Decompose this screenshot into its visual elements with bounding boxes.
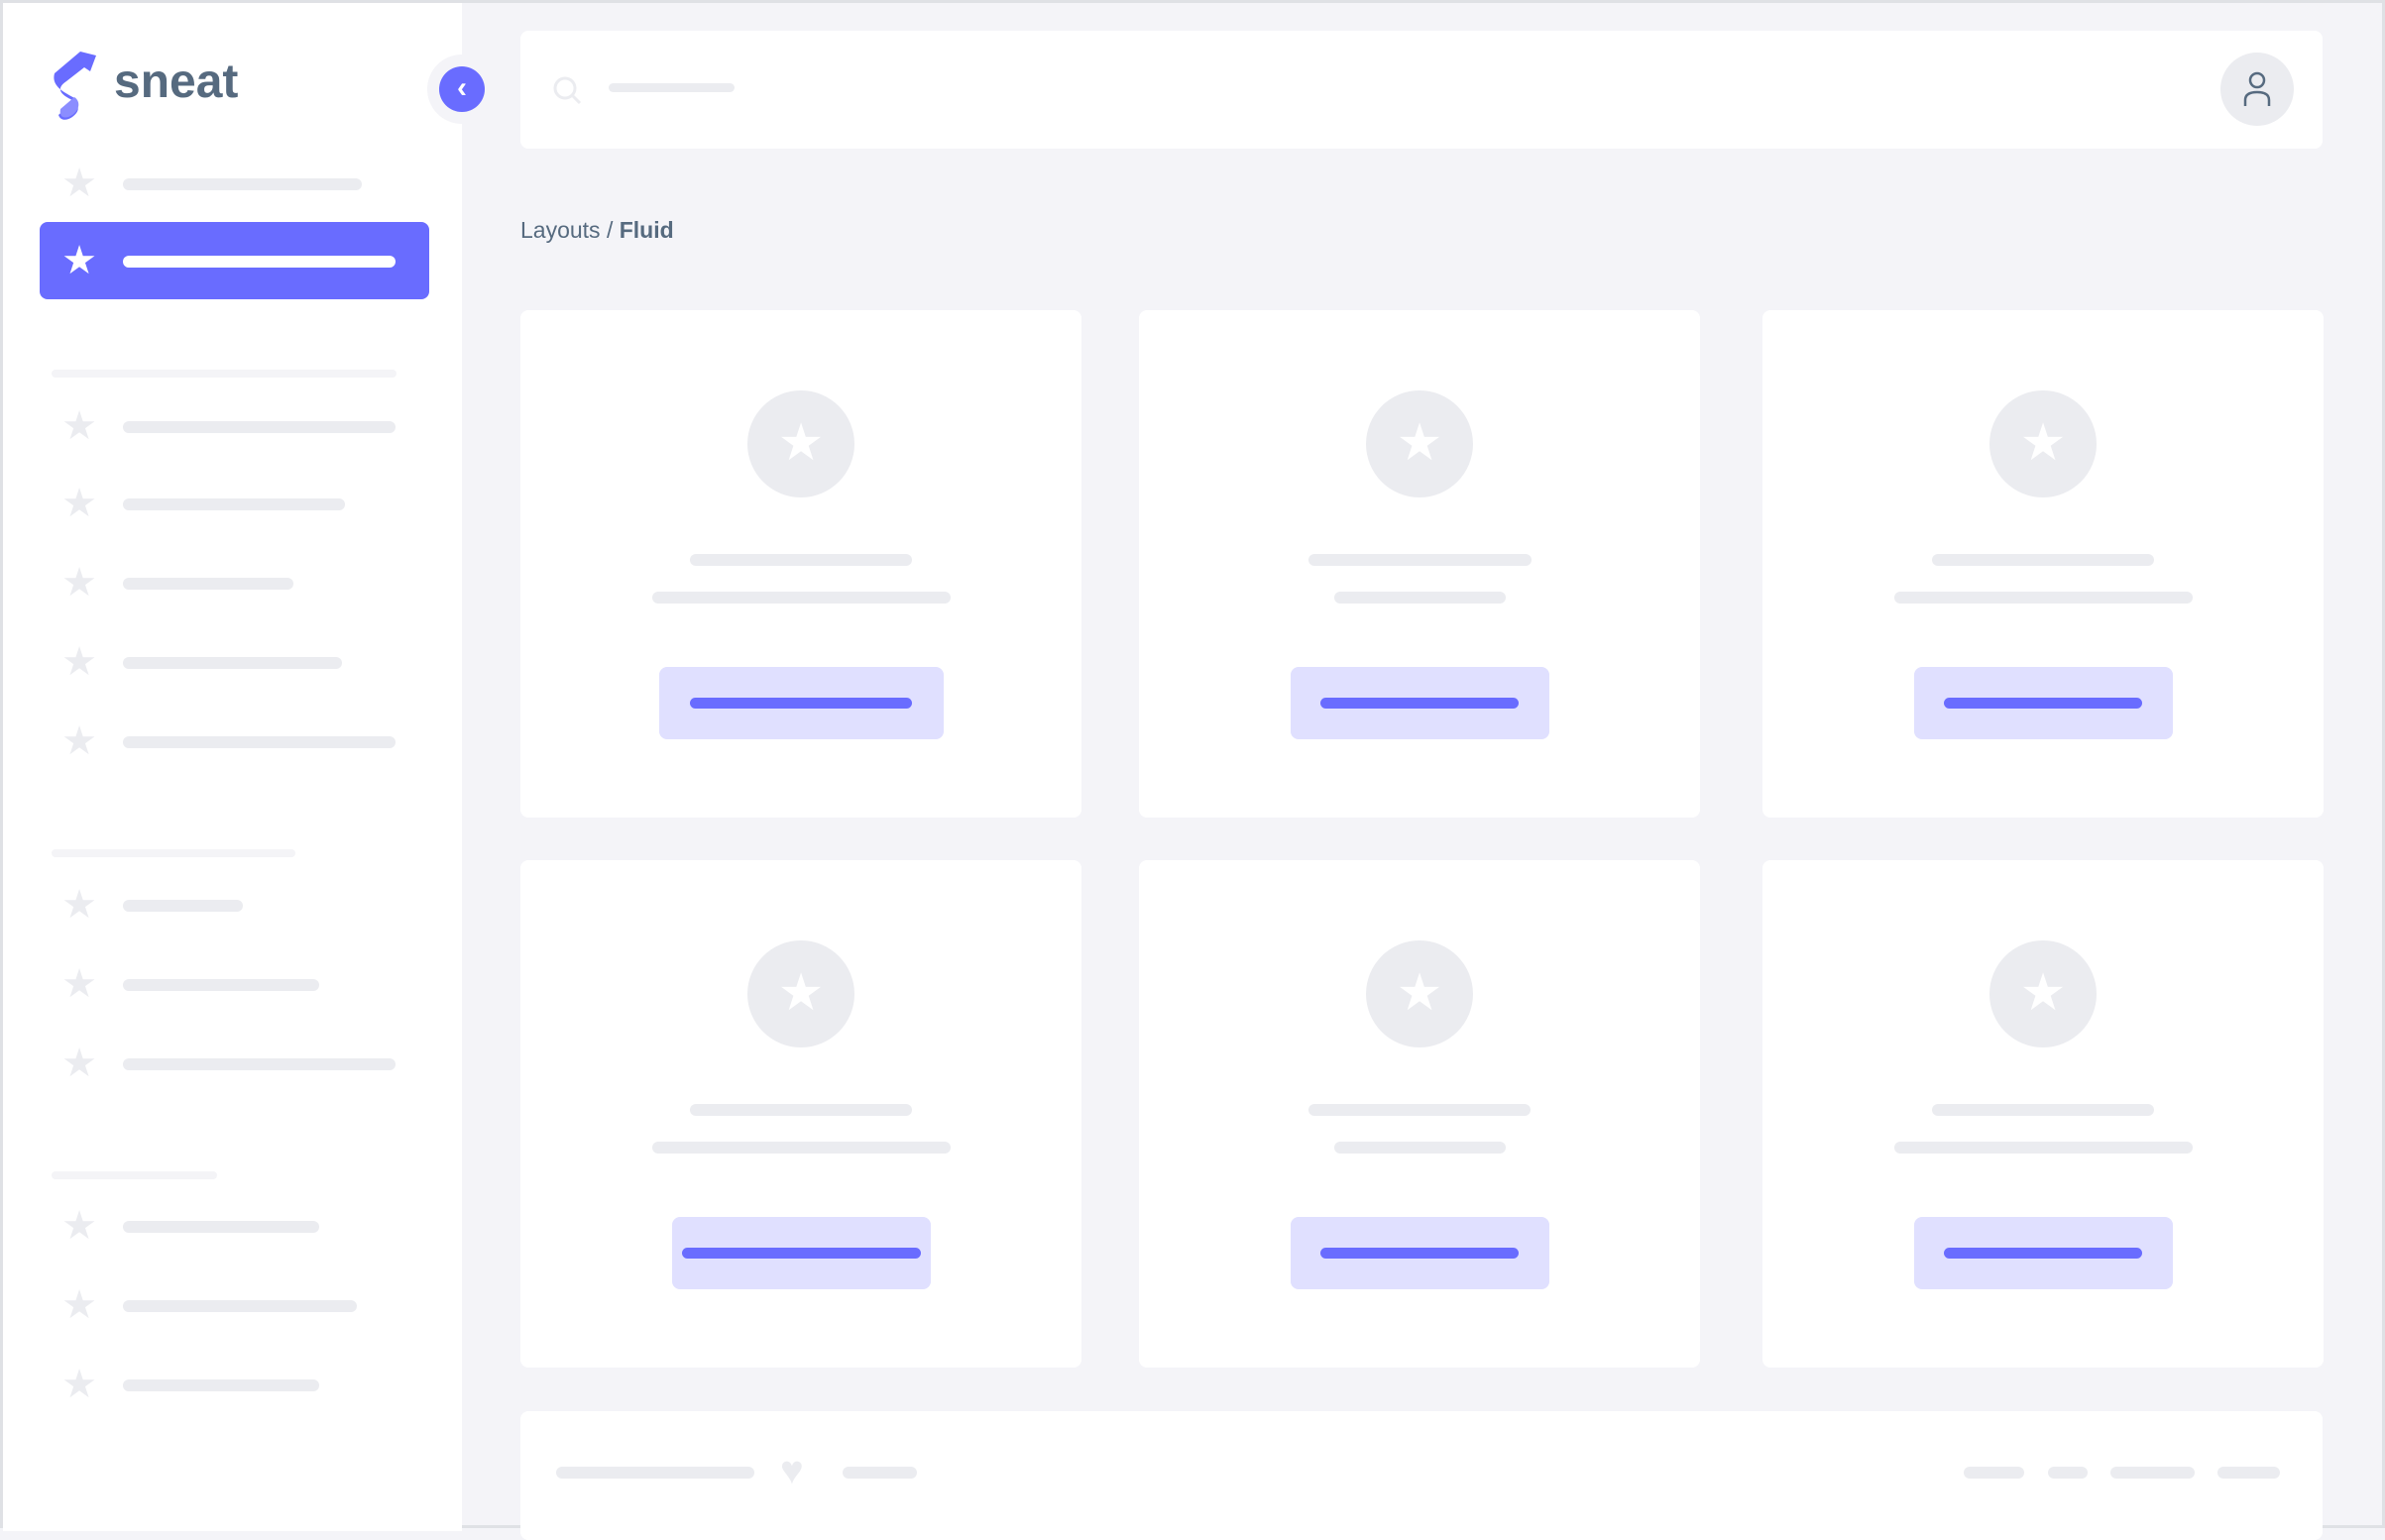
sidebar-item[interactable] <box>123 657 342 669</box>
star-icon: ★ <box>61 883 97 927</box>
star-icon: ★ <box>61 640 97 684</box>
card: ★ <box>1762 310 2324 818</box>
breadcrumb: Layouts / Fluid <box>520 217 674 244</box>
footer-text <box>843 1467 917 1479</box>
sidebar-item[interactable] <box>123 498 345 510</box>
card-text <box>1893 592 2193 604</box>
footer-link[interactable] <box>2110 1467 2195 1479</box>
card-button-label <box>690 698 912 709</box>
card-text <box>1333 592 1506 604</box>
card-button-label <box>1944 698 2142 709</box>
breadcrumb-separator: / <box>606 217 614 243</box>
card-text <box>651 1142 951 1154</box>
card-button-label <box>1944 1248 2142 1259</box>
user-icon <box>2243 71 2271 106</box>
sidebar-item[interactable] <box>123 900 243 912</box>
star-icon: ★ <box>747 390 854 497</box>
card: ★ <box>520 860 1081 1368</box>
star-icon: ★ <box>1366 940 1473 1047</box>
sidebar-item[interactable] <box>123 1300 357 1312</box>
card: ★ <box>520 310 1081 818</box>
star-icon: ★ <box>61 239 97 282</box>
footer-text <box>556 1467 754 1479</box>
sidebar-item[interactable] <box>123 1058 396 1070</box>
card-button[interactable] <box>1913 667 2173 739</box>
brand-name: sneat <box>114 55 239 108</box>
avatar[interactable] <box>2220 53 2294 126</box>
star-icon: ★ <box>747 940 854 1047</box>
star-icon: ★ <box>61 404 97 448</box>
footer-link[interactable] <box>2048 1467 2088 1479</box>
card-button[interactable] <box>658 667 944 739</box>
card-button-label <box>1320 698 1519 709</box>
card-title <box>690 1104 912 1116</box>
card-button[interactable] <box>1290 667 1549 739</box>
star-icon: ★ <box>61 962 97 1006</box>
star-icon: ★ <box>61 1042 97 1085</box>
sidebar-section-header <box>52 370 397 378</box>
breadcrumb-current: Fluid <box>619 217 674 243</box>
footer-link[interactable] <box>2217 1467 2280 1479</box>
card-button-label <box>681 1248 921 1259</box>
sidebar-item[interactable] <box>123 1221 319 1233</box>
footer-link[interactable] <box>1964 1467 2024 1479</box>
sidebar: sneat ★ ★ ★ ★ ★ ★ ★ ★ ★ ★ ★ ★ ★ <box>3 3 462 1531</box>
star-icon: ★ <box>61 482 97 525</box>
star-icon: ★ <box>1989 390 2097 497</box>
breadcrumb-parent[interactable]: Layouts <box>520 217 601 243</box>
card: ★ <box>1139 310 1700 818</box>
star-icon: ★ <box>1366 390 1473 497</box>
sneat-logo-icon <box>54 52 96 120</box>
card-text <box>651 592 951 604</box>
search-input[interactable] <box>609 83 735 92</box>
sidebar-item[interactable] <box>123 178 362 190</box>
star-icon: ★ <box>61 1283 97 1327</box>
star-icon: ★ <box>61 1204 97 1248</box>
heart-icon: ♥ <box>780 1449 804 1492</box>
footer: ♥ <box>520 1411 2323 1540</box>
card-title <box>1932 1104 2154 1116</box>
sidebar-item[interactable] <box>123 736 396 748</box>
card-title <box>1932 554 2154 566</box>
card-title <box>1307 554 1532 566</box>
card-button[interactable] <box>1913 1217 2173 1289</box>
card-title <box>1308 1104 1531 1116</box>
star-icon: ★ <box>61 1363 97 1406</box>
chevron-left-icon[interactable]: ‹ <box>439 66 485 112</box>
sidebar-section-header <box>52 849 295 857</box>
sidebar-section-header <box>52 1171 217 1179</box>
sidebar-item[interactable] <box>123 979 319 991</box>
card-button[interactable] <box>1290 1217 1549 1289</box>
sidebar-item[interactable] <box>123 421 396 433</box>
card-button[interactable] <box>671 1217 931 1289</box>
card-text <box>1893 1142 2193 1154</box>
sidebar-item[interactable] <box>123 256 396 268</box>
card-text <box>1333 1142 1506 1154</box>
navbar <box>520 31 2323 149</box>
star-icon: ★ <box>1989 940 2097 1047</box>
card: ★ <box>1762 860 2324 1368</box>
card-button-label <box>1320 1248 1519 1259</box>
card: ★ <box>1139 860 1700 1368</box>
star-icon: ★ <box>61 561 97 605</box>
card-title <box>690 554 912 566</box>
star-icon: ★ <box>61 719 97 763</box>
sidebar-item[interactable] <box>123 1379 319 1391</box>
search-icon[interactable] <box>552 75 584 107</box>
star-icon: ★ <box>61 162 97 205</box>
sidebar-item[interactable] <box>123 578 293 590</box>
